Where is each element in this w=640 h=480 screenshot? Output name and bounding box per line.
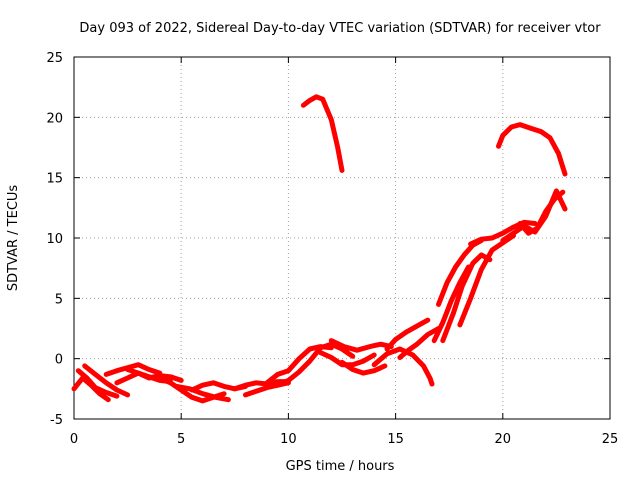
x-tick-label: 10	[280, 432, 297, 447]
y-tick-label: -5	[50, 413, 63, 428]
series-line-s2	[75, 368, 120, 399]
y-axis-label: SDTVAR / TECUs	[6, 185, 21, 292]
series-line-s28	[496, 122, 568, 177]
series-line-s21	[431, 264, 471, 344]
series-line-s15	[339, 359, 388, 376]
series-line-s13	[275, 341, 356, 388]
x-tick-label: 20	[495, 432, 512, 447]
y-tick-label: 20	[46, 111, 63, 126]
x-axis-label: GPS time / hours	[286, 459, 395, 474]
series-line-s3	[82, 363, 131, 398]
series-line-s18	[371, 346, 435, 387]
series-line-s20	[397, 326, 441, 360]
y-tick-label: 5	[55, 292, 63, 307]
y-tick-label: 25	[46, 51, 63, 66]
series-line-s27	[517, 189, 566, 236]
series-line-s16	[328, 338, 394, 353]
series-line-s25	[468, 219, 538, 247]
series-line-s8	[174, 383, 231, 403]
x-tick-label: 25	[602, 432, 619, 447]
series-line-s19	[384, 317, 431, 352]
series-line-s4	[103, 362, 163, 377]
data-series	[71, 94, 568, 404]
chart-title: Day 093 of 2022, Sidereal Day-to-day VTE…	[79, 21, 601, 36]
series-line-s6	[125, 367, 184, 383]
x-tick-label: 15	[387, 432, 404, 447]
x-tick-label: 0	[70, 432, 78, 447]
y-tick-label: 10	[46, 232, 63, 247]
axis-ticks: 0 5 10 15 20 25 -5 0 5 10 15 20 25	[46, 51, 618, 447]
series-line-s23	[440, 252, 493, 344]
x-tick-label: 5	[177, 432, 185, 447]
series-line-s17	[300, 94, 345, 173]
series-line-s10	[232, 379, 291, 392]
y-tick-label: 0	[55, 353, 63, 368]
y-tick-label: 15	[46, 172, 63, 187]
